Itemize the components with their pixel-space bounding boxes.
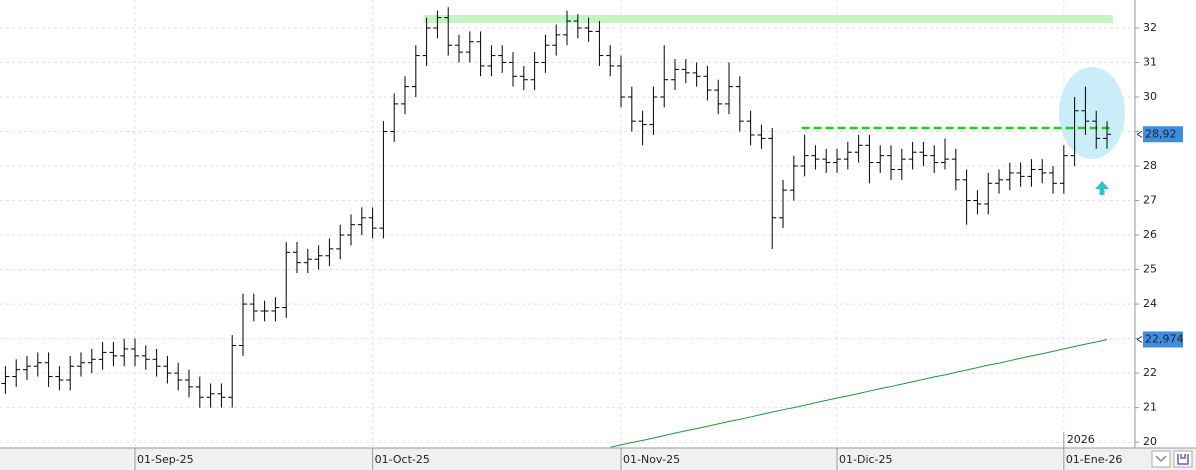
- x-tick-label: 01-Oct-25: [375, 453, 430, 466]
- y-tick-label: 24: [1143, 297, 1157, 310]
- year-label: 2026: [1067, 433, 1095, 446]
- highlight-ellipse: [1059, 67, 1125, 159]
- tag-pointer: [1136, 336, 1143, 343]
- y-tick-label: 32: [1143, 21, 1157, 34]
- price-tag: [1143, 331, 1183, 348]
- price-tag-label: 28,92: [1145, 127, 1177, 140]
- x-tick-label: 01-Nov-25: [623, 453, 680, 466]
- price-tag: [1143, 126, 1183, 143]
- up-arrow: [1095, 181, 1109, 195]
- tag-pointer: [1136, 130, 1143, 138]
- x-axis-strip: [0, 448, 1196, 470]
- moving-average: [610, 338, 1108, 448]
- x-tick-label: 01-Dic-25: [839, 453, 893, 466]
- y-tick-label: 31: [1143, 55, 1157, 68]
- y-tick-label: 25: [1143, 263, 1157, 276]
- plot-underlay: [1059, 67, 1125, 159]
- x-tick-label: 01-Ene-26: [1066, 453, 1123, 466]
- y-tick-label: 28: [1143, 159, 1157, 172]
- price-tag-label: 22,974: [1145, 332, 1184, 345]
- y-tick-label: 21: [1143, 401, 1157, 414]
- y-tick-label: 27: [1143, 194, 1157, 207]
- save-icon: [1177, 454, 1189, 465]
- scroll-button[interactable]: [1151, 450, 1171, 468]
- y-tick-label: 26: [1143, 228, 1157, 241]
- y-tick-label: 22: [1143, 366, 1157, 379]
- y-tick-label: 30: [1143, 90, 1157, 103]
- y-tick-label: 20: [1143, 435, 1157, 448]
- scroll-buttons[interactable]: [1151, 450, 1193, 468]
- x-tick-label: 01-Sep-25: [137, 453, 194, 466]
- plot: 2026: [0, 0, 1135, 448]
- scroll-icon: [1155, 455, 1167, 463]
